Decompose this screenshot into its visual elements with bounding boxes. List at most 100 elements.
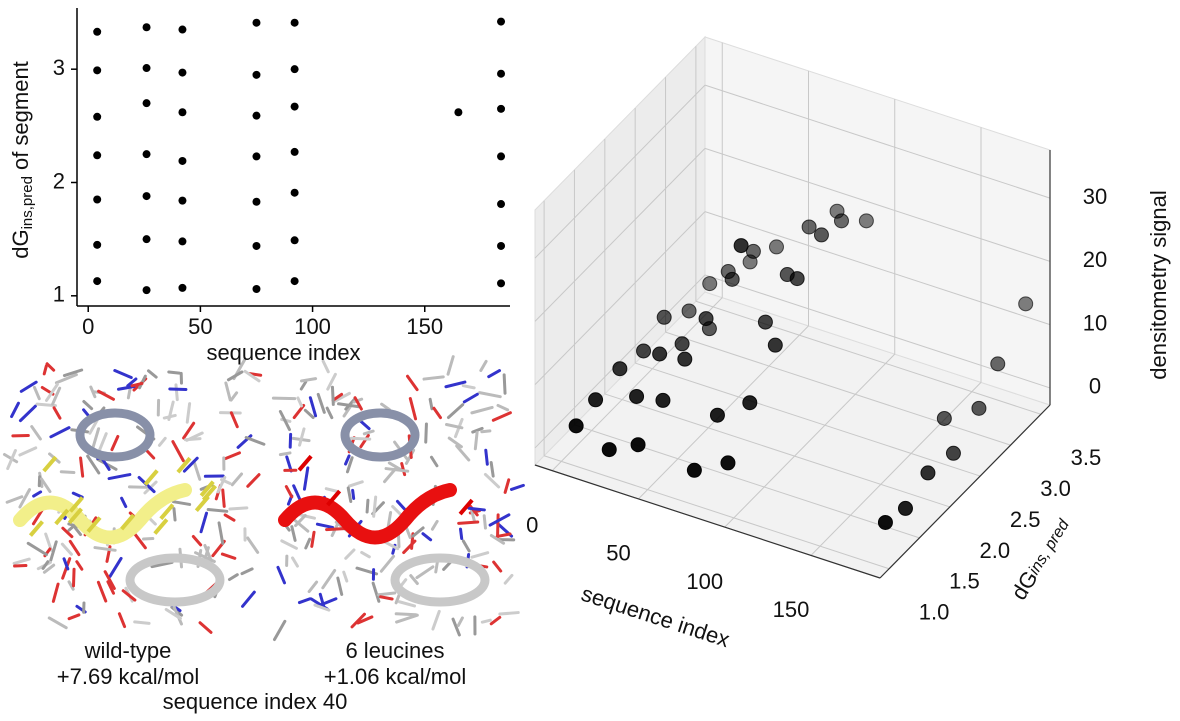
structure-label: 6 leucines bbox=[345, 638, 444, 663]
x-tick-label: 150 bbox=[406, 314, 443, 339]
point bbox=[143, 286, 151, 294]
stick bbox=[299, 599, 310, 603]
stick bbox=[364, 431, 373, 434]
stick bbox=[84, 402, 92, 409]
structure-caption: sequence index 40 bbox=[163, 689, 348, 714]
stick bbox=[34, 387, 39, 398]
point bbox=[699, 312, 713, 326]
point bbox=[1019, 297, 1033, 311]
point bbox=[675, 337, 689, 351]
point bbox=[814, 228, 828, 242]
point bbox=[497, 105, 505, 113]
stick bbox=[201, 513, 206, 532]
stick bbox=[327, 408, 332, 418]
y-axis-label-rest: of segment bbox=[8, 61, 33, 170]
point bbox=[143, 64, 151, 72]
stick bbox=[348, 488, 351, 502]
stick bbox=[226, 453, 240, 459]
stick bbox=[164, 415, 175, 418]
stick bbox=[397, 501, 404, 509]
stick bbox=[497, 534, 510, 536]
point bbox=[768, 338, 782, 352]
z-axis-label: densitometry signal bbox=[1146, 190, 1171, 380]
point bbox=[143, 235, 151, 243]
stick bbox=[185, 439, 200, 440]
stick bbox=[95, 548, 115, 551]
point bbox=[291, 189, 299, 197]
stick bbox=[374, 497, 376, 516]
point bbox=[252, 19, 260, 27]
stick bbox=[332, 387, 333, 404]
stick bbox=[144, 539, 153, 540]
x-tick-label: 50 bbox=[606, 541, 630, 566]
point bbox=[834, 214, 848, 228]
stick bbox=[500, 613, 518, 614]
y-axis-label-sub: ins,pred bbox=[19, 176, 36, 229]
stick bbox=[226, 383, 230, 400]
stick bbox=[351, 438, 370, 439]
stick bbox=[361, 435, 368, 446]
stick bbox=[463, 541, 469, 551]
point bbox=[710, 408, 724, 422]
stick bbox=[436, 562, 438, 572]
point bbox=[497, 152, 505, 160]
stick bbox=[282, 541, 297, 548]
stick bbox=[304, 468, 307, 489]
stick bbox=[148, 371, 156, 377]
stick bbox=[232, 474, 241, 485]
stick bbox=[135, 622, 149, 623]
stick bbox=[119, 614, 124, 627]
point bbox=[859, 214, 873, 228]
stick bbox=[493, 413, 510, 421]
stick bbox=[318, 394, 324, 412]
y-tick-label: 2 bbox=[53, 168, 65, 193]
x-tick-label: 0 bbox=[82, 314, 94, 339]
structure-energy: +7.69 kcal/mol bbox=[57, 664, 199, 689]
stick-highlight bbox=[155, 520, 167, 534]
stick bbox=[287, 457, 291, 471]
stick bbox=[222, 554, 234, 558]
point bbox=[631, 438, 645, 452]
point bbox=[637, 344, 651, 358]
stick bbox=[229, 575, 237, 580]
structure-label: wild-type bbox=[84, 638, 172, 663]
point bbox=[178, 284, 186, 292]
stick bbox=[115, 371, 131, 378]
stick bbox=[396, 614, 416, 615]
y-tick-label: 1 bbox=[53, 282, 65, 307]
point bbox=[143, 192, 151, 200]
stick bbox=[109, 475, 130, 479]
point bbox=[898, 501, 912, 515]
point bbox=[93, 66, 101, 74]
stick bbox=[349, 482, 362, 486]
stick bbox=[317, 524, 332, 527]
stick bbox=[194, 462, 200, 480]
point bbox=[734, 239, 748, 253]
z-tick-label: 20 bbox=[1083, 247, 1107, 272]
stick bbox=[448, 405, 462, 418]
point bbox=[454, 108, 462, 116]
stick bbox=[431, 457, 436, 466]
stick bbox=[309, 582, 316, 591]
stick bbox=[430, 399, 432, 408]
x-axis-label: sequence index bbox=[206, 340, 360, 365]
z-tick-label: 30 bbox=[1083, 184, 1107, 209]
stick bbox=[176, 385, 177, 400]
stick bbox=[293, 558, 298, 566]
stick bbox=[193, 536, 200, 544]
stick bbox=[298, 398, 302, 406]
stick bbox=[417, 567, 433, 578]
point bbox=[602, 443, 616, 457]
stick bbox=[504, 375, 505, 393]
helix-highlight bbox=[285, 490, 450, 538]
point bbox=[93, 195, 101, 203]
point bbox=[93, 113, 101, 121]
stick bbox=[491, 617, 500, 623]
stick bbox=[53, 584, 58, 601]
point bbox=[878, 515, 892, 529]
helix bbox=[395, 558, 485, 602]
point bbox=[93, 151, 101, 159]
stick bbox=[367, 500, 368, 512]
stick bbox=[305, 410, 313, 417]
stick bbox=[463, 386, 474, 388]
